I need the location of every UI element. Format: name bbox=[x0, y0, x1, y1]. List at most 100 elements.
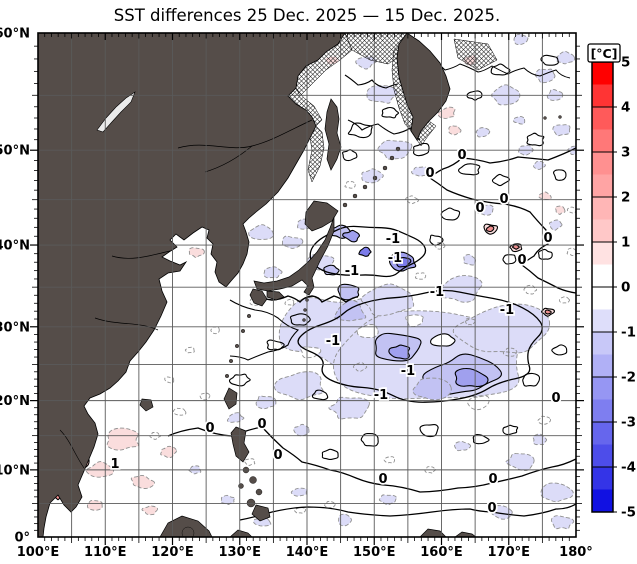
anomaly-shaded-area bbox=[555, 50, 576, 65]
island-dot bbox=[372, 175, 378, 181]
landmass-hainan bbox=[139, 398, 154, 412]
island-dot bbox=[352, 193, 358, 199]
contour-value-label: 0 bbox=[487, 501, 496, 516]
anomaly-shaded-area bbox=[532, 433, 548, 446]
anomaly-shaded-area bbox=[513, 33, 529, 45]
colorbar-tick-label: -4 bbox=[621, 460, 636, 476]
island-dot bbox=[303, 308, 307, 312]
landmass-island bbox=[419, 528, 447, 537]
contour-line bbox=[229, 299, 300, 361]
anomaly-shaded-area bbox=[552, 124, 571, 137]
contour-line-minus1 bbox=[297, 289, 543, 403]
anomaly-shaded-area bbox=[454, 441, 472, 452]
x-axis-label: 150°E bbox=[353, 545, 396, 560]
island-dot bbox=[342, 202, 348, 208]
y-axis-label: 20°N bbox=[0, 394, 30, 409]
contour-value-label: 1 bbox=[110, 457, 119, 472]
anomaly-shaded-area bbox=[356, 324, 379, 339]
anomaly-shaded-area bbox=[490, 505, 513, 520]
anomaly-shaded-area bbox=[448, 125, 462, 136]
contour-line-dashed bbox=[383, 456, 395, 464]
colorbar-tick-label: -5 bbox=[621, 505, 636, 521]
contour-line-dashed bbox=[210, 326, 220, 335]
contour-value-label: -1 bbox=[345, 264, 359, 279]
contour-line-dashed bbox=[184, 346, 195, 354]
landmass-kamchatka bbox=[396, 33, 451, 141]
contour-line-zero bbox=[429, 234, 444, 246]
y-axis-label: 50°N bbox=[0, 144, 30, 159]
island-dot bbox=[246, 314, 251, 319]
colorbar-segment bbox=[592, 489, 613, 513]
anomaly-shaded-area bbox=[549, 219, 563, 231]
anomaly-shaded-area bbox=[476, 204, 494, 216]
river bbox=[204, 145, 253, 173]
island-dot bbox=[228, 359, 233, 364]
contour-value-label: -1 bbox=[430, 285, 444, 300]
contour-line-zero bbox=[228, 373, 251, 387]
anomaly-shaded-area bbox=[377, 139, 413, 160]
x-axis-label: 130°E bbox=[218, 545, 261, 560]
landmass-eurasia bbox=[38, 33, 346, 537]
anomaly-shaded-area bbox=[255, 395, 277, 410]
contour-value-label: 0 bbox=[475, 201, 484, 216]
colorbar-unit-frame bbox=[587, 43, 621, 63]
contour-line-dashed bbox=[344, 181, 356, 189]
contour-line-dashed bbox=[199, 392, 211, 401]
colorbar-tick-label: 3 bbox=[621, 145, 630, 161]
x-axis-label: 160°E bbox=[420, 545, 463, 560]
y-axis-label: 60°N bbox=[0, 27, 30, 42]
island-dot bbox=[558, 115, 562, 119]
contour-line-zero bbox=[413, 142, 430, 157]
contour-line-zero bbox=[551, 344, 568, 356]
landmass-kyushu bbox=[249, 288, 268, 307]
contour-value-label: 0 bbox=[378, 472, 387, 487]
colorbar-segment bbox=[592, 107, 613, 130]
island-dot bbox=[234, 344, 239, 349]
contour-value-label: 0 bbox=[543, 231, 552, 246]
anomaly-shaded-area bbox=[248, 224, 275, 240]
contour-line bbox=[428, 147, 576, 294]
contour-line-zero bbox=[466, 90, 483, 101]
contour-line-zero bbox=[347, 122, 373, 139]
anomaly-shaded-area bbox=[290, 487, 308, 497]
contour-line-zero bbox=[553, 169, 567, 181]
colorbar-segment bbox=[592, 422, 613, 445]
landmass-island bbox=[229, 529, 253, 537]
y-axis-label: 10°N bbox=[0, 463, 30, 478]
anomaly-shaded-area bbox=[554, 205, 566, 215]
anomaly-shaded-area bbox=[358, 246, 372, 257]
x-axis-label: 170°E bbox=[487, 545, 530, 560]
anomaly-shaded-area bbox=[188, 247, 205, 259]
colorbar-segment bbox=[592, 242, 613, 265]
anomaly-shaded-area bbox=[485, 225, 495, 233]
lake-baikal bbox=[96, 91, 136, 133]
island-dot bbox=[240, 329, 245, 334]
anomaly-shaded-area bbox=[274, 371, 324, 401]
anomaly-shaded-area bbox=[141, 505, 158, 516]
island-dot bbox=[255, 488, 263, 496]
colorbar-segment bbox=[592, 152, 613, 175]
contour-line-dashed bbox=[293, 506, 307, 514]
contour-line-zero bbox=[491, 173, 510, 187]
contour-line-dashed bbox=[164, 376, 175, 384]
contour-value-label: 0 bbox=[425, 166, 434, 181]
contour-line-zero bbox=[289, 313, 311, 326]
contour-value-label: -1 bbox=[386, 232, 400, 247]
contour-value-label: -1 bbox=[326, 334, 340, 349]
y-axis-label: 0° bbox=[14, 531, 30, 546]
anomaly-shaded-area bbox=[411, 166, 429, 177]
contour-line-dashed bbox=[324, 500, 336, 509]
contour-value-label: 0 bbox=[205, 421, 214, 436]
contour-line-zero bbox=[360, 432, 379, 447]
anomaly-shaded-area bbox=[454, 367, 489, 388]
island-dot bbox=[543, 116, 547, 120]
landmass-shikoku bbox=[266, 290, 285, 301]
river-mekong bbox=[59, 429, 85, 469]
colorbar-tick-label: 0 bbox=[621, 280, 630, 296]
contour-value-label: 0 bbox=[273, 448, 282, 463]
contour-line-zero bbox=[457, 163, 481, 176]
colorbar-segment bbox=[592, 467, 613, 490]
colorbar-tick-label: 1 bbox=[621, 235, 630, 251]
map-title: SST differences 25 Dec. 2025 — 15 Dec. 2… bbox=[114, 6, 500, 25]
